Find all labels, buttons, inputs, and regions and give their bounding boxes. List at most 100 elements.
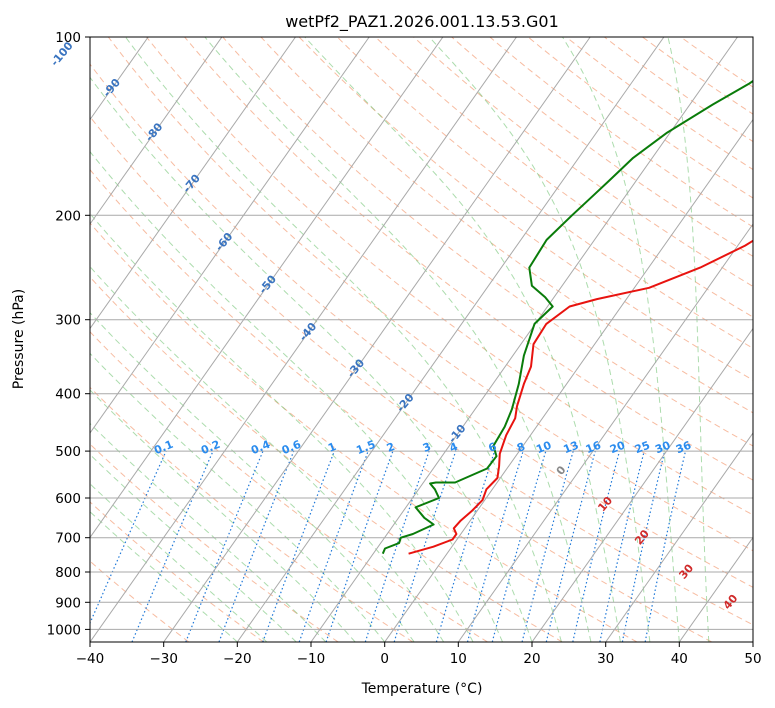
y-tick-label: 200 bbox=[55, 208, 81, 224]
grid bbox=[0, 37, 753, 642]
mixing-ratio-line bbox=[491, 450, 547, 642]
mixing-ratio-label: 8 bbox=[515, 440, 527, 455]
mixing-ratio-line bbox=[298, 450, 369, 642]
mixing-ratio-line bbox=[572, 450, 621, 642]
isotherm-line bbox=[310, 37, 738, 642]
dry-adiabat-line bbox=[90, 63, 753, 588]
dry-adiabat-line bbox=[90, 276, 563, 642]
x-tick-label: 10 bbox=[450, 651, 467, 667]
background-lines bbox=[90, 37, 753, 642]
mixing-ratio-label: 0.6 bbox=[280, 438, 303, 457]
isotherm-label: -80 bbox=[143, 120, 166, 144]
moist-adiabat-line bbox=[125, 37, 562, 642]
x-tick-label: −20 bbox=[223, 651, 252, 667]
mixing-ratio-label: 13 bbox=[562, 439, 581, 457]
dry-adiabat-line bbox=[90, 443, 339, 642]
x-tick-label: 0 bbox=[380, 651, 389, 667]
mixing-ratio-line bbox=[90, 450, 167, 625]
dry-adiabat-line bbox=[413, 37, 753, 288]
isotherm-label: -60 bbox=[213, 230, 236, 254]
moist-adiabat-line bbox=[90, 150, 503, 642]
axis-ticks: −40 −30 −20 −10 0 10 20 30 40 50 1000 900 800 700 600 5… bbox=[47, 30, 762, 667]
isotherm-label: -20 bbox=[394, 391, 417, 415]
mixing-ratio-line bbox=[466, 450, 524, 642]
mixing-ratio-line bbox=[131, 450, 214, 642]
x-tick-label: −10 bbox=[297, 651, 326, 667]
mixing-ratio-line bbox=[325, 450, 394, 642]
mixing-ratio-label: 1 bbox=[326, 440, 338, 455]
moist-adiabat-line bbox=[90, 453, 297, 642]
dry-adiabat-line bbox=[90, 222, 638, 642]
dry-adiabat-line bbox=[375, 37, 753, 318]
dry-adiabat-line bbox=[90, 168, 712, 642]
isotherm-line bbox=[90, 37, 517, 642]
mixing-ratio-label: 3 bbox=[421, 440, 433, 455]
moist-adiabat-line bbox=[90, 483, 268, 642]
dry-adiabat-line bbox=[260, 37, 753, 414]
mixing-ratio-line bbox=[185, 450, 264, 642]
moist-adiabat-line bbox=[90, 76, 533, 642]
isotherm-line bbox=[90, 37, 370, 434]
isotherm-label: -50 bbox=[256, 272, 279, 296]
y-tick-label: 1000 bbox=[47, 622, 81, 638]
dry-adiabat-line bbox=[184, 37, 753, 481]
x-tick-label: 30 bbox=[597, 651, 614, 667]
mixing-ratio-line bbox=[262, 450, 335, 642]
moist-adiabat-line bbox=[562, 37, 680, 642]
mixing-ratio-line bbox=[218, 450, 295, 642]
mixing-ratio-line bbox=[621, 450, 666, 642]
mixing-ratio-label: 25 bbox=[633, 439, 652, 457]
y-tick-label: 600 bbox=[55, 491, 81, 507]
y-tick-label: 900 bbox=[55, 595, 81, 611]
isotherm-line bbox=[605, 432, 753, 642]
moist-adiabat-line bbox=[90, 212, 474, 642]
y-tick-label: 500 bbox=[55, 444, 81, 460]
moist-adiabat-line bbox=[90, 352, 386, 642]
dry-adiabat-line bbox=[146, 37, 753, 516]
isotherm-line bbox=[90, 37, 223, 225]
dry-adiabat-line bbox=[489, 37, 753, 228]
wet-adiabat-label: 10 bbox=[595, 494, 615, 514]
wet-adiabat-label: 20 bbox=[632, 527, 652, 547]
isotherm-line bbox=[0, 37, 1, 642]
y-axis-label: Pressure (hPa) bbox=[11, 289, 27, 389]
y-tick-label: 800 bbox=[55, 565, 81, 581]
mixing-ratio-line bbox=[599, 450, 645, 642]
dry-adiabat-line bbox=[604, 37, 753, 143]
mixing-ratio-label: 0.4 bbox=[249, 438, 272, 457]
dry-adiabat-line bbox=[298, 37, 753, 381]
isotherm-line bbox=[90, 37, 296, 330]
isotherm-line bbox=[457, 223, 753, 642]
moist-adiabat-line bbox=[90, 265, 445, 642]
isotherm-line bbox=[163, 37, 591, 642]
isotherm-label: -30 bbox=[345, 356, 368, 380]
dry-adiabat-line bbox=[642, 37, 753, 115]
dry-adiabat-line bbox=[451, 37, 753, 257]
isotherm-label: -40 bbox=[297, 320, 320, 344]
x-tick-label: 20 bbox=[523, 651, 540, 667]
isotherm-line bbox=[678, 536, 753, 642]
mixing-ratio-label: 16 bbox=[584, 438, 603, 456]
x-tick-label: −40 bbox=[76, 651, 105, 667]
moist-adiabat-line bbox=[204, 37, 592, 642]
mixing-ratio-line bbox=[364, 450, 430, 642]
isotherm-line bbox=[384, 118, 753, 642]
isotherm-line bbox=[236, 37, 665, 642]
mixing-ratio-label: 30 bbox=[653, 438, 672, 456]
mixing-ratio-line bbox=[521, 450, 574, 642]
wet-adiabat-label: 30 bbox=[676, 561, 696, 581]
mixing-ratio-label: 1.5 bbox=[354, 438, 377, 457]
mixing-ratio-line bbox=[644, 450, 687, 642]
series-layer bbox=[381, 79, 753, 555]
mixing-ratio-label: 0.2 bbox=[199, 438, 222, 457]
mixing-ratio-label: 20 bbox=[608, 438, 627, 456]
dry-adiabat-line bbox=[90, 386, 414, 642]
dewpoint-line bbox=[381, 79, 753, 555]
y-tick-label: 300 bbox=[55, 313, 81, 329]
x-tick-label: 40 bbox=[671, 651, 688, 667]
moist-adiabat-line bbox=[667, 37, 710, 642]
y-tick-label: 700 bbox=[55, 531, 81, 547]
dry-adiabat-line bbox=[90, 115, 753, 626]
mixing-ratio-label: 10 bbox=[534, 438, 553, 456]
